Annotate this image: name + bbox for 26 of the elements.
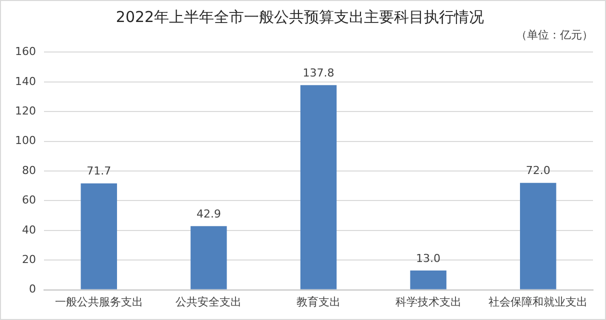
y-tick-label: 120 [14,104,36,118]
data-label: 13.0 [416,252,441,265]
x-tick-label: 教育支出 [296,295,340,308]
bar [80,183,118,290]
bar [520,182,556,290]
chart-subtitle: （单位：亿元） [516,28,593,42]
y-tick-label: 60 [22,194,36,207]
data-label: 72.0 [526,164,550,178]
y-tick-label: 80 [22,164,36,177]
y-tick-label: 100 [14,134,36,148]
x-tick-label: 公共安全支出 [176,295,242,308]
y-tick-label: 160 [14,45,36,58]
y-tick-label: 40 [22,223,36,236]
x-tick-label: 社会保障和就业支出 [488,295,588,308]
bar [300,85,337,290]
bar [190,226,227,290]
y-tick-label: 140 [14,74,36,88]
bar [410,270,446,290]
x-tick-label: 一般公共服务支出 [54,295,143,308]
chart-title: 2022年上半年全市一般公共预算支出主要科目执行情况 [116,8,484,26]
data-label: 71.7 [86,164,112,178]
data-label: 42.9 [196,207,221,220]
x-tick-label: 科学技术支出 [395,295,462,308]
data-label: 137.8 [302,66,334,80]
y-tick-label: 20 [22,252,36,266]
y-tick-label: 0 [28,282,36,296]
